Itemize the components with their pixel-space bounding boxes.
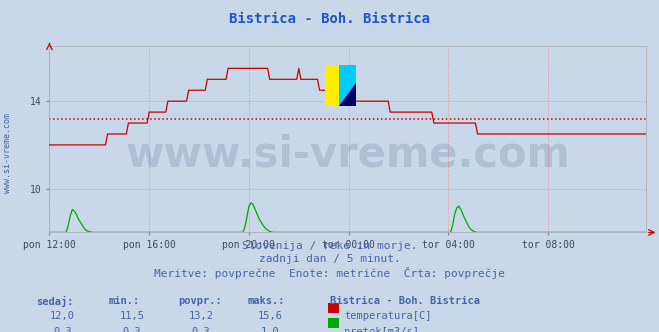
Text: povpr.:: povpr.: — [178, 296, 221, 306]
Bar — [339, 65, 356, 106]
Polygon shape — [339, 83, 356, 106]
Text: 1,0: 1,0 — [261, 327, 279, 332]
Text: Meritve: povprečne  Enote: metrične  Črta: povprečje: Meritve: povprečne Enote: metrične Črta:… — [154, 267, 505, 279]
Text: pretok[m3/s]: pretok[m3/s] — [344, 327, 419, 332]
Text: www.si-vreme.com: www.si-vreme.com — [3, 113, 13, 193]
Text: 0,3: 0,3 — [192, 327, 210, 332]
Text: 13,2: 13,2 — [188, 311, 214, 321]
Text: 12,0: 12,0 — [50, 311, 75, 321]
Text: maks.:: maks.: — [247, 296, 285, 306]
Text: zadnji dan / 5 minut.: zadnji dan / 5 minut. — [258, 254, 401, 264]
Text: Slovenija / reke in morje.: Slovenija / reke in morje. — [242, 241, 417, 251]
Text: www.si-vreme.com: www.si-vreme.com — [125, 133, 570, 175]
Text: Bistrica - Boh. Bistrica: Bistrica - Boh. Bistrica — [330, 296, 480, 306]
Text: 0,3: 0,3 — [123, 327, 141, 332]
Text: 15,6: 15,6 — [258, 311, 283, 321]
Text: Bistrica - Boh. Bistrica: Bistrica - Boh. Bistrica — [229, 12, 430, 26]
Text: 0,3: 0,3 — [53, 327, 72, 332]
Text: min.:: min.: — [109, 296, 140, 306]
Text: 11,5: 11,5 — [119, 311, 144, 321]
Text: temperatura[C]: temperatura[C] — [344, 311, 432, 321]
Bar — [325, 65, 356, 106]
Text: sedaj:: sedaj: — [36, 296, 74, 307]
